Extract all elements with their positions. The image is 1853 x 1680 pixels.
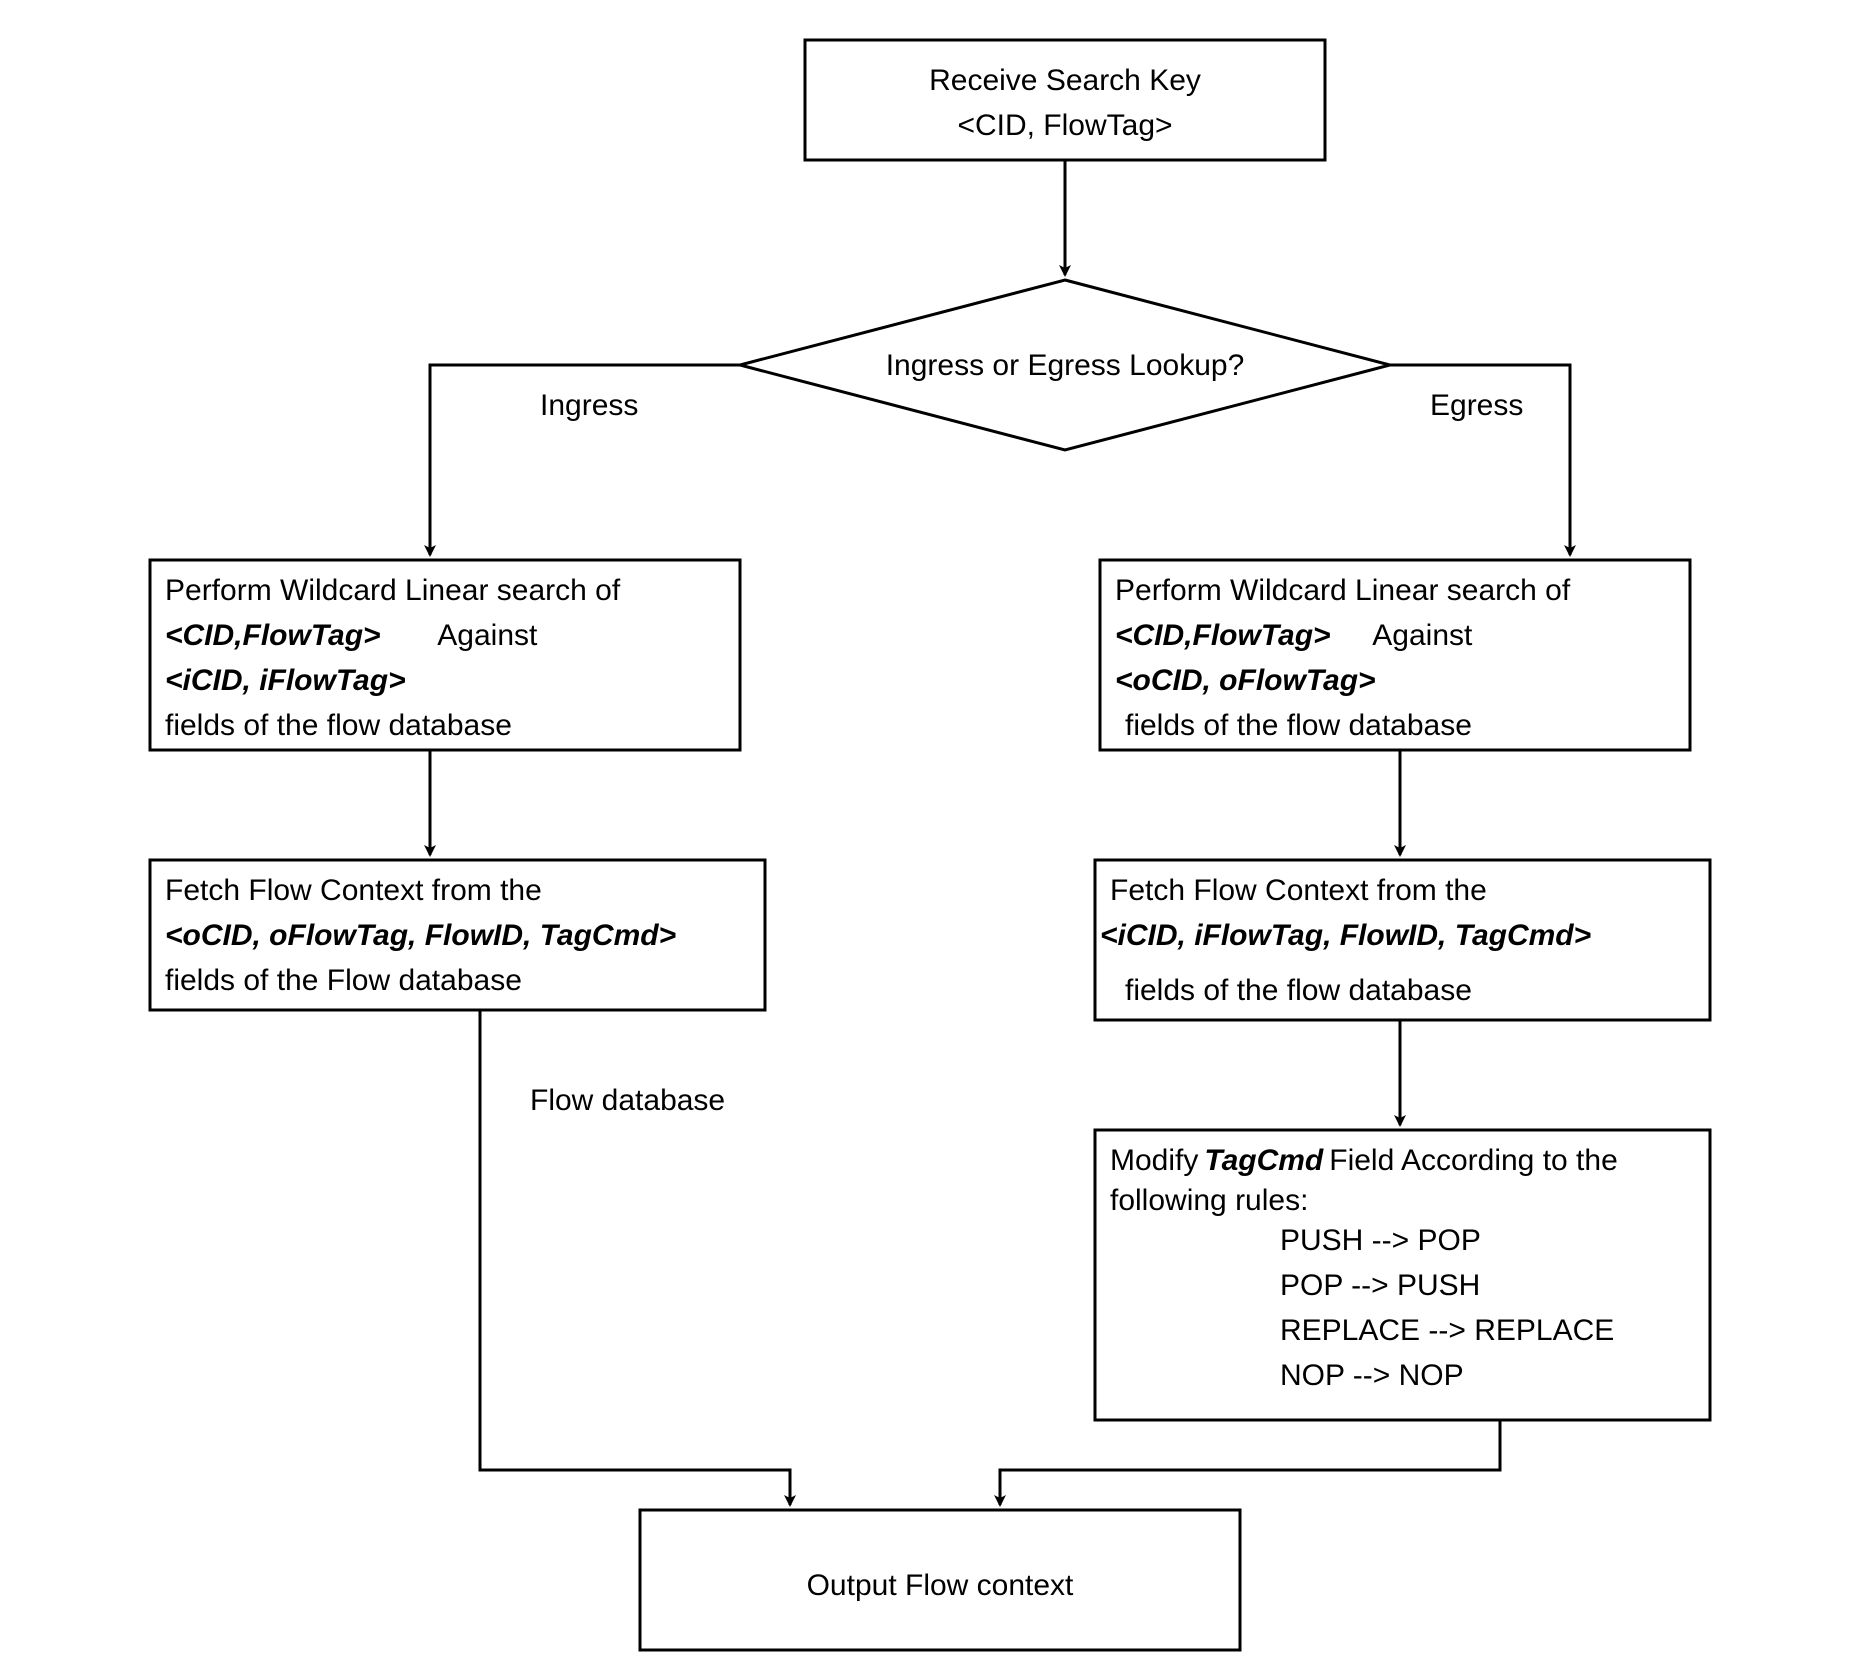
- egress-label: Egress: [1430, 389, 1523, 422]
- edge-modify-output: [1000, 1420, 1500, 1505]
- egress-fetch-l1: Fetch Flow Context from the: [1110, 874, 1487, 907]
- node-start: [805, 40, 1325, 160]
- egress-search-l2: <CID,FlowTag> Against: [1115, 619, 1473, 652]
- ingress-search-l4: fields of the flow database: [165, 709, 512, 742]
- ingress-fetch-l1: Fetch Flow Context from the: [165, 874, 542, 907]
- modify-r3: REPLACE --> REPLACE: [1280, 1314, 1614, 1347]
- modify-r2: POP --> PUSH: [1280, 1269, 1480, 1302]
- flowchart-svg: Receive Search Key <CID, FlowTag> Ingres…: [0, 0, 1853, 1680]
- egress-fetch-l2: <iCID, iFlowTag, FlowID, TagCmd>: [1100, 919, 1591, 952]
- egress-search-l4: fields of the flow database: [1125, 709, 1472, 742]
- decision-text: Ingress or Egress Lookup?: [886, 349, 1245, 382]
- modify-l1: ModifyTagCmdField According to the: [1110, 1144, 1618, 1177]
- ingress-fetch-l2: <oCID, oFlowTag, FlowID, TagCmd>: [165, 919, 676, 952]
- ingress-search-l2: <CID,FlowTag> Against: [165, 619, 538, 652]
- modify-l2: following rules:: [1110, 1184, 1308, 1217]
- ingress-label: Ingress: [540, 389, 638, 422]
- modify-r4: NOP --> NOP: [1280, 1359, 1464, 1392]
- egress-search-l3: <oCID, oFlowTag>: [1115, 664, 1376, 697]
- ingress-fetch-l3: fields of the Flow database: [165, 964, 522, 997]
- modify-r1: PUSH --> POP: [1280, 1224, 1481, 1257]
- ingress-search-l1: Perform Wildcard Linear search of: [165, 574, 621, 607]
- egress-search-l1: Perform Wildcard Linear search of: [1115, 574, 1571, 607]
- egress-fetch-l3: fields of the flow database: [1125, 974, 1472, 1007]
- start-line1: Receive Search Key: [929, 64, 1201, 97]
- output-text: Output Flow context: [807, 1569, 1074, 1602]
- flow-db-label: Flow database: [530, 1084, 725, 1117]
- ingress-search-l3: <iCID, iFlowTag>: [165, 664, 406, 697]
- start-line2: <CID, FlowTag>: [957, 109, 1172, 142]
